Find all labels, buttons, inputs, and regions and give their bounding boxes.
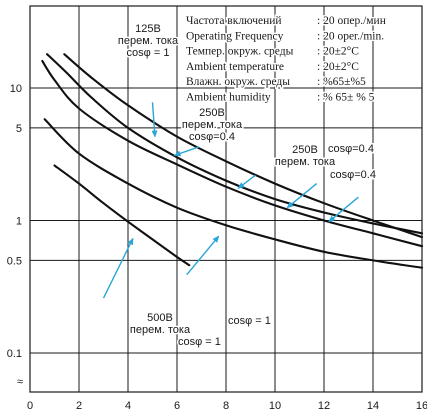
series-label-5: cosφ=0.4 xyxy=(329,168,378,183)
y-tick-label: 0.5 xyxy=(7,255,22,267)
series-label-line: 125В xyxy=(135,23,161,35)
series-label-line: cosφ = 1 xyxy=(228,315,271,327)
plot-frame xyxy=(29,5,423,393)
x-tick-label: 2 xyxy=(76,400,82,412)
spec-row-3: Темпер. окруж. среды : 20±2°C xyxy=(185,44,361,59)
spec-row-1: Частота включений : 20 опер./мин xyxy=(185,14,388,29)
series-curve-2 xyxy=(63,53,424,239)
spec-value: : % 65± % 5 xyxy=(317,92,375,104)
spec-row-2: Operating Frequency : 20 oper./min. xyxy=(185,29,386,44)
series-label-line: 250В xyxy=(199,107,225,119)
series-label-line: cosφ = 1 xyxy=(178,336,221,348)
series-curve-5 xyxy=(53,164,191,267)
series-label-8: cosφ = 1 xyxy=(177,335,223,350)
x-tick-label: 6 xyxy=(174,400,180,412)
spec-value: : %65±%5 xyxy=(317,76,366,88)
x-tick-label: 14 xyxy=(367,400,379,412)
spec-row-5: Влажн. окруж. среды : %65±%5 xyxy=(185,75,368,90)
tick-labels: 0 2 4 6 8 10 12 14 16 0.1 0.5 1 5 10 xyxy=(7,83,427,412)
series-label-line: cosφ=0.4 xyxy=(189,131,235,143)
series-label-line: перем. тока xyxy=(275,156,336,168)
spec-label: Ambient humidity xyxy=(186,92,271,104)
annotation-arrow-5 xyxy=(328,196,359,223)
series-curve-4 xyxy=(43,118,424,269)
series-label-7: cosφ = 1 xyxy=(227,314,273,329)
series-curve-1 xyxy=(46,53,424,235)
annotation-arrow-6 xyxy=(102,237,134,299)
x-tick-label: 4 xyxy=(125,400,131,412)
series-label-line: перем. тока xyxy=(118,35,179,47)
annotation-arrow-1 xyxy=(151,102,158,138)
series-label-line: cosφ = 1 xyxy=(127,47,170,59)
spec-label: Operating Frequency xyxy=(186,30,284,42)
spec-value: : 20 oper./min. xyxy=(317,30,384,42)
annotation-arrow-4 xyxy=(286,183,318,209)
y-tick-label: 5 xyxy=(16,123,22,135)
spec-label: Ambient temperature xyxy=(186,61,284,73)
series-curves xyxy=(41,53,424,269)
annotation-arrows xyxy=(102,102,359,299)
spec-label: Влажн. окруж. среды xyxy=(186,76,290,88)
y-tick-label: 1 xyxy=(16,216,22,228)
x-tick-label: 8 xyxy=(223,400,229,412)
spec-value: : 20±2°C xyxy=(317,61,359,73)
series-label-4: cosφ=0.4 xyxy=(327,142,376,157)
x-tick-label: 12 xyxy=(318,400,330,412)
series-label-line: cosφ=0.4 xyxy=(330,169,376,181)
axis-break-symbol: ≈ xyxy=(17,376,23,388)
series-label-line: cosφ=0.4 xyxy=(328,143,374,155)
y-tick-label: 10 xyxy=(10,83,22,95)
y-tick-label: 0.1 xyxy=(7,348,22,360)
series-label-line: перем. тока xyxy=(130,324,191,336)
annotation-arrow-2 xyxy=(173,146,200,157)
x-tick-label: 16 xyxy=(416,400,427,412)
x-tick-label: 10 xyxy=(269,400,281,412)
series-label-line: перем. тока xyxy=(182,119,243,131)
spec-value: : 20±2°C xyxy=(317,46,359,58)
spec-row-4: Ambient temperature : 20±2°C xyxy=(185,59,361,74)
spec-label: Темпер. окруж. среды xyxy=(186,46,294,58)
annotation-arrow-7 xyxy=(186,235,220,276)
spec-label: Частота включений xyxy=(186,15,282,27)
annotation-arrow-3 xyxy=(237,174,256,189)
spec-row-6: Ambient humidity : % 65± % 5 xyxy=(185,90,377,105)
series-curve-3 xyxy=(41,59,424,248)
x-tick-label: 0 xyxy=(27,400,33,412)
spec-table: Частота включений : 20 опер./мин Operating… xyxy=(185,14,388,106)
series-label-line: 250В xyxy=(292,144,318,156)
spec-value: : 20 опер./мин xyxy=(317,15,386,27)
series-label-line: 500В xyxy=(147,312,173,324)
